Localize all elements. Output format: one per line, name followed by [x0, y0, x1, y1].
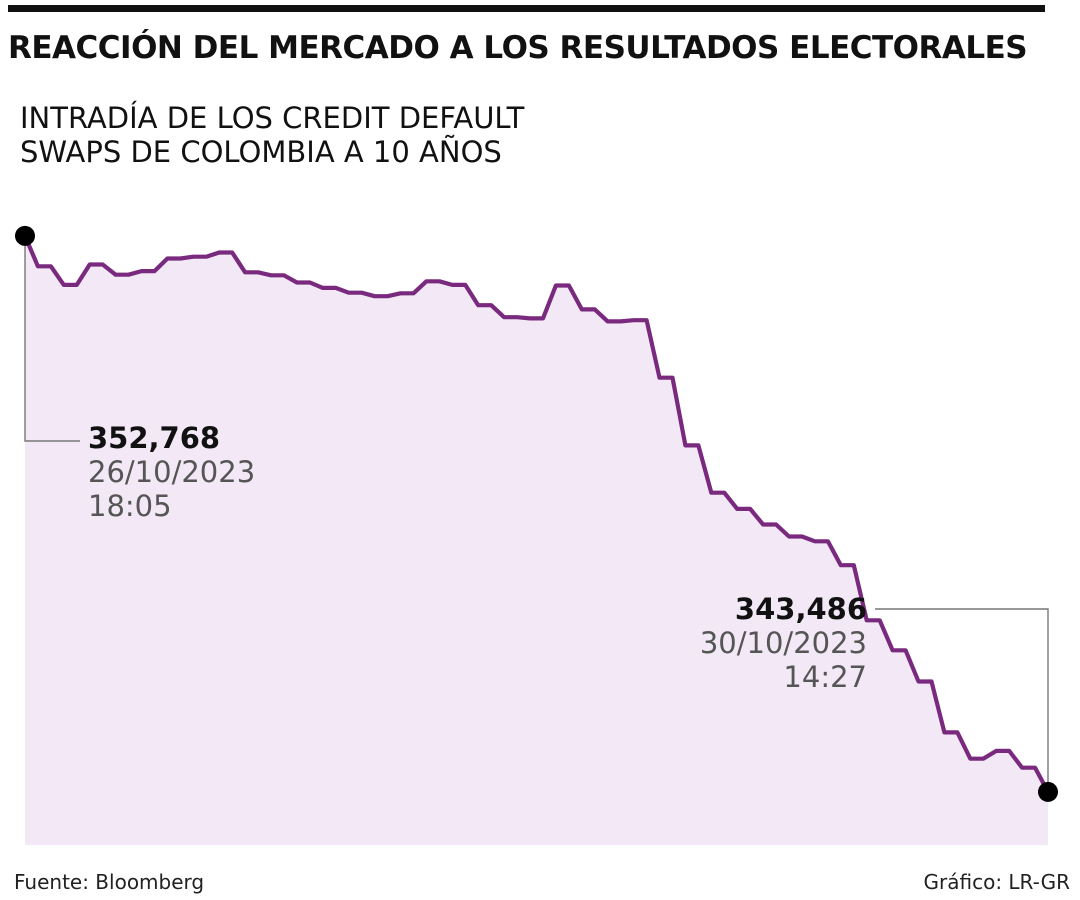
end-annotation: 343,486 30/10/2023 14:27: [700, 592, 867, 694]
area-fill: [25, 235, 1048, 845]
end-date: 30/10/2023: [699, 626, 867, 660]
chart-title: REACCIÓN DEL MERCADO A LOS RESULTADOS EL…: [8, 30, 1028, 66]
end-value: 343,486: [734, 592, 867, 626]
graphic-credit: Gráfico: LR-GR: [923, 870, 1070, 894]
source-note: Fuente: Bloomberg: [14, 870, 205, 894]
end-time: 14:27: [783, 660, 867, 694]
start-leader-line: [24, 235, 80, 442]
start-value: 352,768: [88, 421, 221, 455]
start-point: [15, 225, 35, 246]
subtitle-line-1: INTRADÍA DE LOS CREDIT DEFAULT: [20, 101, 525, 135]
end-leader-line: [875, 608, 1049, 792]
start-date: 26/10/2023: [88, 455, 256, 489]
start-time: 18:05: [88, 489, 172, 523]
chart-subtitle: INTRADÍA DE LOS CREDIT DEFAULT SWAPS DE …: [20, 101, 720, 169]
end-point: [1038, 781, 1058, 802]
subtitle-line-2: SWAPS DE COLOMBIA A 10 AÑOS: [20, 135, 502, 169]
top-rule: [8, 5, 1045, 12]
series-line: [23, 235, 1050, 793]
start-annotation: 352,768 26/10/2023 18:05: [88, 421, 255, 523]
